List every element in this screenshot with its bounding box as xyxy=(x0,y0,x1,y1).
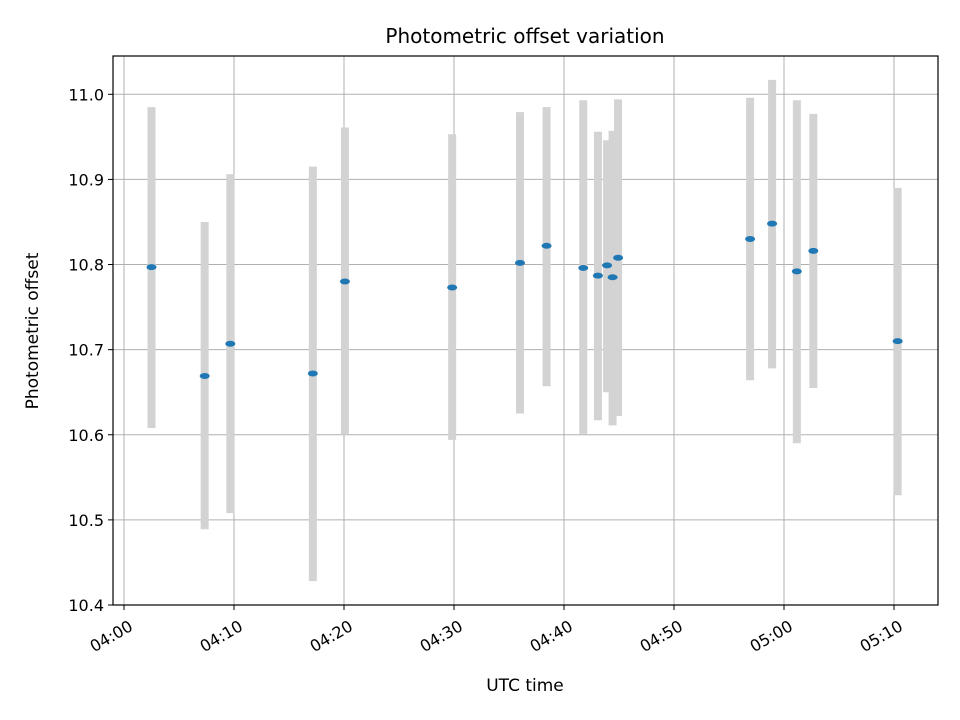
y-axis-ticks: 10.4 10.5 10.6 10.7 10.8 10.9 11.0 xyxy=(68,85,113,615)
y-tick-label: 11.0 xyxy=(68,85,104,104)
y-tick-label: 10.8 xyxy=(68,256,104,275)
plot-frame xyxy=(112,55,939,606)
data-point xyxy=(541,242,552,249)
data-point xyxy=(578,264,589,271)
data-point xyxy=(146,264,157,271)
x-axis-label: UTC time xyxy=(486,676,564,696)
data-point xyxy=(767,220,778,227)
y-axis-label: Photometric offset xyxy=(23,252,43,409)
data-point xyxy=(791,268,802,275)
data-point xyxy=(307,370,318,377)
data-points xyxy=(146,220,903,380)
data-point xyxy=(515,259,525,266)
data-point xyxy=(613,254,624,261)
y-tick-label: 10.6 xyxy=(68,426,104,445)
data-point xyxy=(225,340,236,347)
y-tick-label: 10.4 xyxy=(68,596,104,615)
data-point xyxy=(199,373,210,380)
data-point xyxy=(808,247,819,254)
data-point xyxy=(339,278,350,285)
y-tick-label: 10.7 xyxy=(68,341,104,360)
data-point xyxy=(592,272,603,279)
data-point xyxy=(447,284,458,291)
data-point xyxy=(892,338,903,345)
y-tick-label: 10.9 xyxy=(68,170,104,189)
chart-title: Photometric offset variation xyxy=(385,24,664,48)
y-tick-label: 10.5 xyxy=(68,511,104,530)
data-point xyxy=(745,236,756,242)
data-point xyxy=(607,274,618,281)
data-point xyxy=(602,262,613,269)
